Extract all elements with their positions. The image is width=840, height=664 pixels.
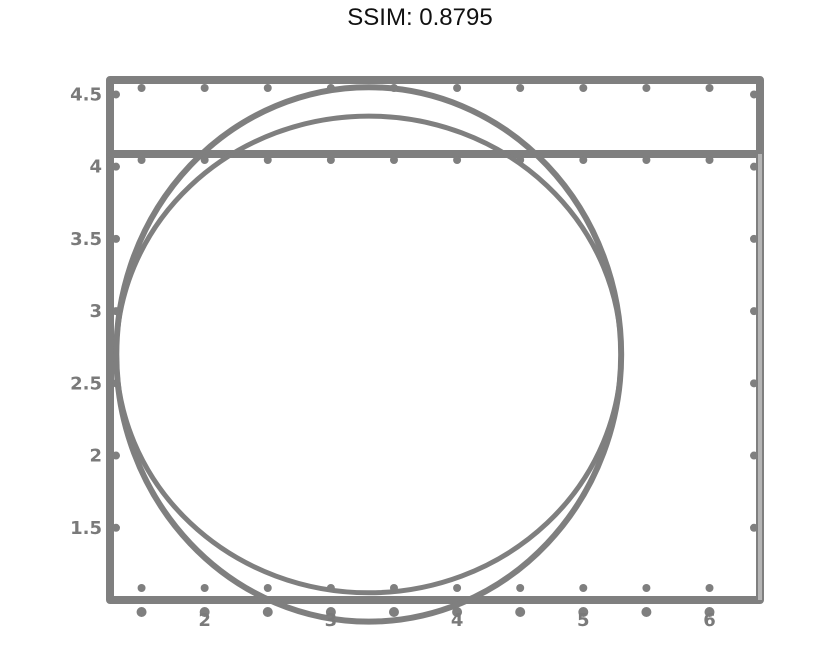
plot-curves: [113, 84, 625, 625]
y-tick-label: 4.5: [70, 84, 102, 105]
y-tick-right: [750, 379, 758, 388]
x-tick-bottom-outer: [704, 607, 715, 617]
x-tick-bottom-outer: [262, 607, 273, 617]
x-tick-bottom: [389, 584, 398, 592]
x-tick-bottom-outer: [578, 607, 589, 617]
y-tick-right: [750, 523, 758, 532]
y-tick-left: [112, 451, 120, 460]
x-tick-bottom: [579, 584, 588, 592]
y-tick-label: 3.5: [70, 229, 102, 250]
x-tick-top: [137, 84, 146, 92]
x-tick-top: [326, 84, 335, 92]
x-tick-inner-top: [137, 156, 146, 164]
circle-curve: [113, 84, 625, 625]
x-tick-inner-top: [705, 156, 714, 164]
x-tick-bottom: [642, 584, 651, 592]
x-tick-label: 2: [198, 610, 211, 631]
x-tick-top: [263, 84, 272, 92]
y-tick-right: [750, 234, 758, 243]
y-tick-label: 1.5: [70, 518, 102, 539]
x-tick-label: 4: [451, 610, 464, 631]
x-tick-bottom: [705, 584, 714, 592]
x-tick-top: [200, 84, 209, 92]
y-tick-left: [112, 234, 120, 243]
x-tick-top: [705, 84, 714, 92]
x-tick-bottom-outer: [325, 607, 336, 617]
x-tick-inner-top: [453, 156, 462, 164]
y-tick-right: [750, 90, 758, 99]
y-tick-label: 2.5: [70, 373, 102, 394]
axes-frame: [106, 76, 764, 604]
x-tick-top: [453, 84, 462, 92]
x-tick-label: 3: [325, 610, 338, 631]
x-tick-bottom: [326, 584, 335, 592]
y-tick-label: 4: [89, 157, 102, 178]
y-tick-left: [112, 162, 120, 171]
x-tick-inner-top: [516, 156, 525, 164]
x-tick-bottom: [137, 584, 146, 592]
x-tick-top: [579, 84, 588, 92]
y-tick-label: 3: [89, 301, 102, 322]
x-tick-bottom: [453, 584, 462, 592]
x-tick-top: [642, 84, 651, 92]
x-tick-bottom-outer: [388, 607, 399, 617]
chart-title: SSIM: 0.8795: [347, 4, 493, 31]
y-tick-right: [750, 307, 758, 316]
x-tick-label: 6: [703, 610, 716, 631]
x-tick-bottom-outer: [136, 607, 147, 617]
x-tick-bottom-outer: [452, 607, 463, 617]
x-tick-inner-top: [579, 156, 588, 164]
x-tick-bottom: [516, 584, 525, 592]
axis-ticks: 2 3 4 5 6 1.5 2 2.5 3 3.5 4 4.5: [70, 84, 758, 631]
y-tick-label: 2: [89, 446, 102, 467]
x-tick-top: [389, 84, 398, 92]
x-tick-inner-top: [326, 156, 335, 164]
x-tick-top: [516, 84, 525, 92]
x-tick-bottom-outer: [641, 607, 652, 617]
x-tick-label: 5: [577, 610, 590, 631]
x-tick-bottom-outer: [515, 607, 526, 617]
y-tick-left: [112, 307, 120, 316]
x-tick-bottom: [200, 584, 209, 592]
x-tick-inner-top: [200, 156, 209, 164]
x-tick-inner-top: [389, 156, 398, 164]
y-tick-right: [750, 451, 758, 460]
y-tick-right: [750, 162, 758, 171]
x-tick-inner-top: [642, 156, 651, 164]
ellipse-curve: [113, 113, 624, 596]
x-tick-bottom-outer: [199, 607, 210, 617]
y-tick-left: [112, 523, 120, 532]
x-tick-bottom: [263, 584, 272, 592]
y-tick-left: [112, 379, 120, 388]
x-tick-inner-top: [263, 156, 272, 164]
y-tick-left: [112, 90, 120, 99]
